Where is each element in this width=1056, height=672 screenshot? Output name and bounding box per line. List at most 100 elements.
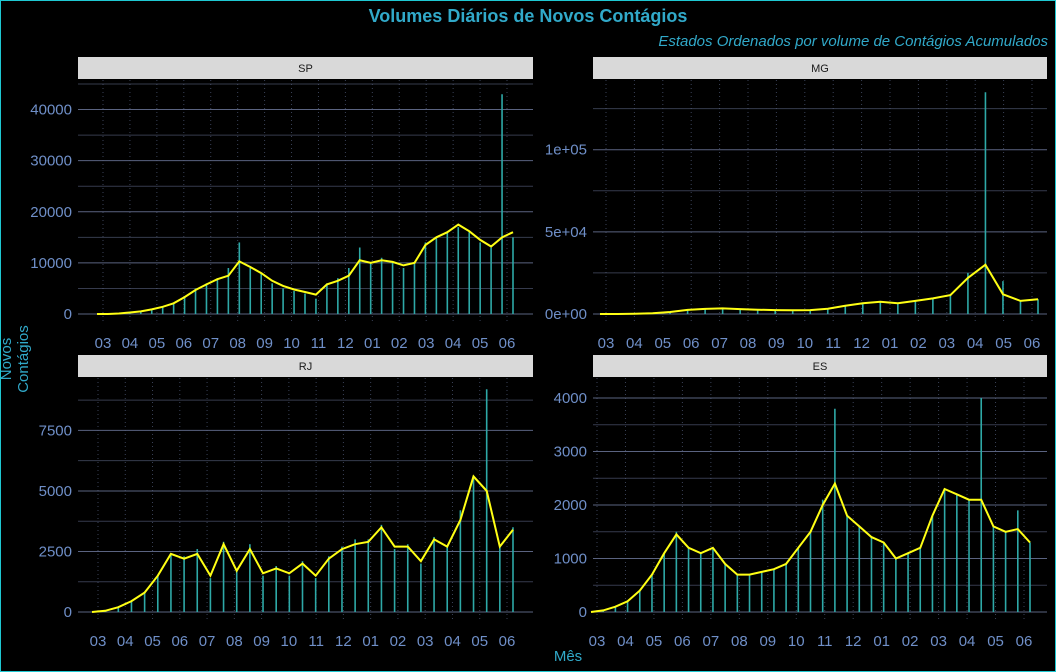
y-tick-label: 0e+00 (545, 306, 587, 323)
facet-mg: MG 0e+00 5e+04 1e+05 03 04 05 06 07 08 09 10 11 12 01 0… (545, 57, 1047, 352)
x-tick-label: 06 (1024, 335, 1041, 352)
x-tick-label: 09 (768, 335, 785, 352)
moving-average-line-rj (91, 474, 514, 613)
x-tick-label: 09 (759, 633, 776, 650)
x-tick-label: 10 (788, 633, 805, 650)
y-tick-label: 1e+05 (545, 142, 587, 159)
y-tick-label: 30000 (30, 153, 72, 170)
x-tick-label: 01 (882, 335, 899, 352)
x-tick-label: 09 (256, 335, 273, 352)
x-tick-label: 11 (825, 335, 841, 352)
x-tick-label: 02 (390, 633, 407, 650)
x-tick-label: 04 (444, 633, 461, 650)
x-tick-label: 08 (229, 335, 246, 352)
moving-average-line-mg (600, 263, 1039, 315)
x-tick-label: 06 (499, 633, 516, 650)
x-tick-label: 02 (391, 335, 408, 352)
x-tick-label: 01 (364, 335, 381, 352)
x-tick-label: 02 (910, 335, 927, 352)
x-tick-label: 11 (311, 335, 327, 352)
y-tick-label: 5e+04 (545, 224, 587, 241)
y-tick-label: 1000 (554, 551, 587, 568)
x-tick-label: 06 (175, 335, 192, 352)
y-tick-label: 5000 (39, 483, 72, 500)
x-tick-label: 12 (845, 633, 862, 650)
x-tick-label: 05 (471, 633, 488, 650)
x-tick-label: 03 (589, 633, 606, 650)
y-tick-label: 40000 (30, 102, 72, 119)
facet-strip-label-mg: MG (811, 63, 829, 75)
x-tick-label: 03 (90, 633, 107, 650)
y-tick-label: 0 (64, 604, 72, 621)
x-tick-label: 10 (283, 335, 300, 352)
x-tick-label: 04 (122, 335, 139, 352)
facet-strip-label-es: ES (813, 361, 828, 373)
x-tick-label: 07 (202, 335, 219, 352)
facet-strip-label-rj: RJ (299, 361, 312, 373)
moving-average-line-es (590, 481, 1031, 613)
x-tick-label: 04 (967, 335, 984, 352)
y-tick-label: 2000 (554, 497, 587, 514)
x-tick-label: 05 (646, 633, 663, 650)
x-tick-label: 04 (117, 633, 134, 650)
x-tick-label: 10 (796, 335, 813, 352)
x-tick-label: 06 (171, 633, 188, 650)
y-tick-label: 4000 (554, 390, 587, 407)
x-tick-label: 04 (617, 633, 634, 650)
x-tick-label: 05 (654, 335, 671, 352)
x-tick-label: 05 (149, 335, 166, 352)
x-tick-label: 01 (873, 633, 890, 650)
x-tick-label: 06 (683, 335, 700, 352)
x-tick-label: 03 (95, 335, 112, 352)
x-tick-label: 07 (711, 335, 728, 352)
facet-rj: RJ 0 2500 5000 7500 03 04 05 06 07 08 09 10 11 12 01 02 0… (39, 355, 533, 650)
facet-strip-rj (78, 355, 533, 377)
x-tick-label: 03 (598, 335, 615, 352)
x-tick-label: 08 (731, 633, 748, 650)
x-tick-label: 05 (472, 335, 489, 352)
y-tick-label: 7500 (39, 422, 72, 439)
x-tick-label: 12 (853, 335, 870, 352)
x-tick-label: 04 (445, 335, 462, 352)
moving-average-line-sp (97, 223, 514, 315)
x-tick-label: 12 (335, 633, 352, 650)
facet-strip-label-sp: SP (298, 63, 313, 75)
x-axis-label: Mês (553, 648, 583, 665)
chart-title: Volumes Diários de Novos Contágios (368, 6, 688, 26)
y-tick-label: 3000 (554, 444, 587, 461)
x-tick-label: 12 (337, 335, 354, 352)
x-tick-label: 03 (938, 335, 955, 352)
x-tick-label: 11 (817, 633, 833, 650)
y-tick-label: 0 (64, 306, 72, 323)
facet-strip-sp (78, 57, 533, 79)
x-tick-label: 08 (226, 633, 243, 650)
x-tick-label: 03 (418, 335, 435, 352)
x-tick-label: 05 (144, 633, 161, 650)
facet-strip-es (593, 355, 1047, 377)
x-tick-label: 04 (959, 633, 976, 650)
facet-sp: SP 0 10000 20000 30000 40000 03 04 05 06 07 08 09 10 1… (30, 57, 533, 352)
y-tick-label: 10000 (30, 255, 72, 272)
x-tick-label: 03 (930, 633, 947, 650)
x-tick-label: 06 (674, 633, 691, 650)
facet-es: ES 0 1000 2000 3000 4000 03 04 05 06 07 08 09 10 11 12 0… (554, 355, 1047, 650)
x-tick-label: 11 (308, 633, 324, 650)
chart-subtitle: Estados Ordenados por volume de Contágio… (658, 33, 1048, 50)
y-tick-label: 20000 (30, 204, 72, 221)
x-tick-label: 03 (417, 633, 434, 650)
x-tick-label: 07 (199, 633, 216, 650)
x-tick-label: 02 (902, 633, 919, 650)
x-tick-label: 05 (987, 633, 1004, 650)
x-tick-label: 06 (499, 335, 516, 352)
x-tick-label: 07 (703, 633, 720, 650)
x-tick-label: 04 (626, 335, 643, 352)
x-tick-label: 08 (740, 335, 757, 352)
y-tick-label: 0 (579, 604, 587, 621)
x-tick-label: 06 (1016, 633, 1033, 650)
y-tick-label: 2500 (39, 543, 72, 560)
x-tick-label: 05 (995, 335, 1012, 352)
x-tick-label: 01 (362, 633, 379, 650)
x-tick-label: 09 (253, 633, 270, 650)
x-tick-label: 10 (281, 633, 298, 650)
